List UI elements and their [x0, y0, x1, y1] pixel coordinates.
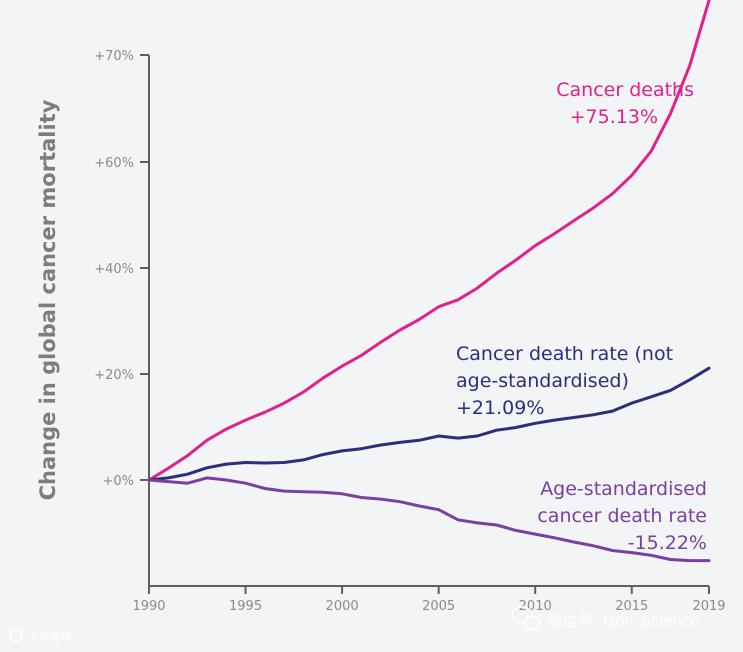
x-tick-label: 2010: [519, 599, 552, 614]
annotation-age-standardised-value: -15.22%: [628, 532, 707, 554]
annotation-age-standardised-line2: cancer death rate: [537, 505, 707, 527]
wechat-icon: [511, 606, 541, 631]
y-tick-label: +20%: [94, 368, 134, 383]
annotation-cancer-deaths-name: Cancer deaths: [556, 79, 694, 101]
series-line-cancer-deaths: [147, 0, 711, 482]
series-lines: [147, 0, 711, 563]
annotation-crude-rate: Cancer death rate (not age-standardised)…: [456, 343, 673, 419]
series-line-crude-death-rate: [147, 366, 711, 482]
x-tick-label: 1990: [132, 599, 165, 614]
annotation-age-standardised-line1: Age-standardised: [540, 478, 707, 500]
axes: [148, 55, 709, 587]
y-tick-label: +0%: [102, 474, 134, 489]
x-tick-label: 2015: [615, 599, 648, 614]
annotation-cancer-deaths-value: +75.13%: [570, 106, 658, 128]
annotation-crude-rate-line2: age-standardised): [456, 370, 629, 392]
y-axis-label: Change in global cancer mortality: [36, 99, 60, 500]
y-tick-label: +60%: [94, 156, 134, 171]
annotation-cancer-deaths: Cancer deaths +75.13%: [556, 79, 694, 128]
x-tick-label: 2019: [692, 599, 725, 614]
series-line-age-standardised-death-rate: [147, 476, 711, 563]
annotation-crude-rate-line1: Cancer death rate (not: [456, 343, 673, 365]
y-tick-label: +40%: [94, 262, 134, 277]
watermark-left-text: 大数跨境: [28, 629, 72, 643]
annotation-age-standardised: Age-standardised cancer death rate -15.2…: [537, 478, 707, 554]
y-ticks: +70% +60% +40% +20% +0%: [94, 49, 149, 489]
x-ticks: 1990 1995 2000 2005 2010 2015 2019: [132, 586, 726, 614]
x-tick-label: 2005: [422, 599, 455, 614]
annotation-crude-rate-value: +21.09%: [456, 397, 544, 419]
watermark-right: 微信号: Izon_Science: [511, 606, 699, 631]
y-tick-label: +70%: [94, 49, 134, 64]
x-tick-label: 2000: [326, 599, 359, 614]
watermark-right-text: 微信号: Izon_Science: [548, 612, 699, 631]
watermark-left: 大数跨境: [9, 628, 72, 643]
x-tick-label: 1995: [229, 599, 262, 614]
watermark-logo-icon: [9, 628, 23, 642]
